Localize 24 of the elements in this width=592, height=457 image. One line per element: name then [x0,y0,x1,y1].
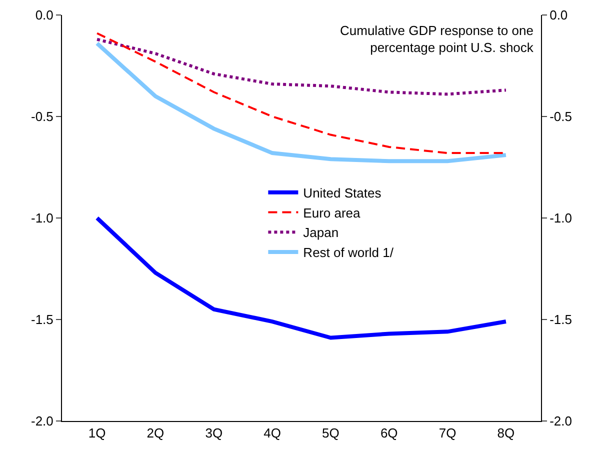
x-tick-label: 2Q [146,426,164,441]
legend-label: Rest of world 1/ [303,245,394,260]
y-tick-label: 0.0 [35,8,54,23]
y2-tick-label: -1.5 [550,312,572,328]
y2-tick-label: 0.0 [550,8,568,23]
x-tick-label: 8Q [497,426,515,441]
y2-tick-label: -1.0 [550,210,572,226]
legend-label: Euro area [303,205,362,220]
x-tick-label: 5Q [322,426,340,441]
y2-tick-label: -2.0 [550,414,572,429]
y2-tick-label: -0.5 [550,109,572,124]
line-series [95,216,508,340]
y-tick-label: -1.5 [30,312,54,328]
y-tick-label: -1.0 [30,210,54,226]
x-tick-label: 4Q [264,426,281,441]
legend-label: Japan [303,225,339,240]
text: Cumulative GDP response to one percentage point U.S. shock [340,23,534,55]
x-tick-label: 3Q [205,426,223,441]
x-tick-label: 6Q [380,426,398,441]
y-tick-label: -0.5 [30,109,54,124]
x-tick-label: 1Q [88,426,106,441]
legend-label: United States [303,185,382,200]
y-tick-label: -2.0 [30,414,54,429]
x-tick-label: 7Q [438,426,456,441]
